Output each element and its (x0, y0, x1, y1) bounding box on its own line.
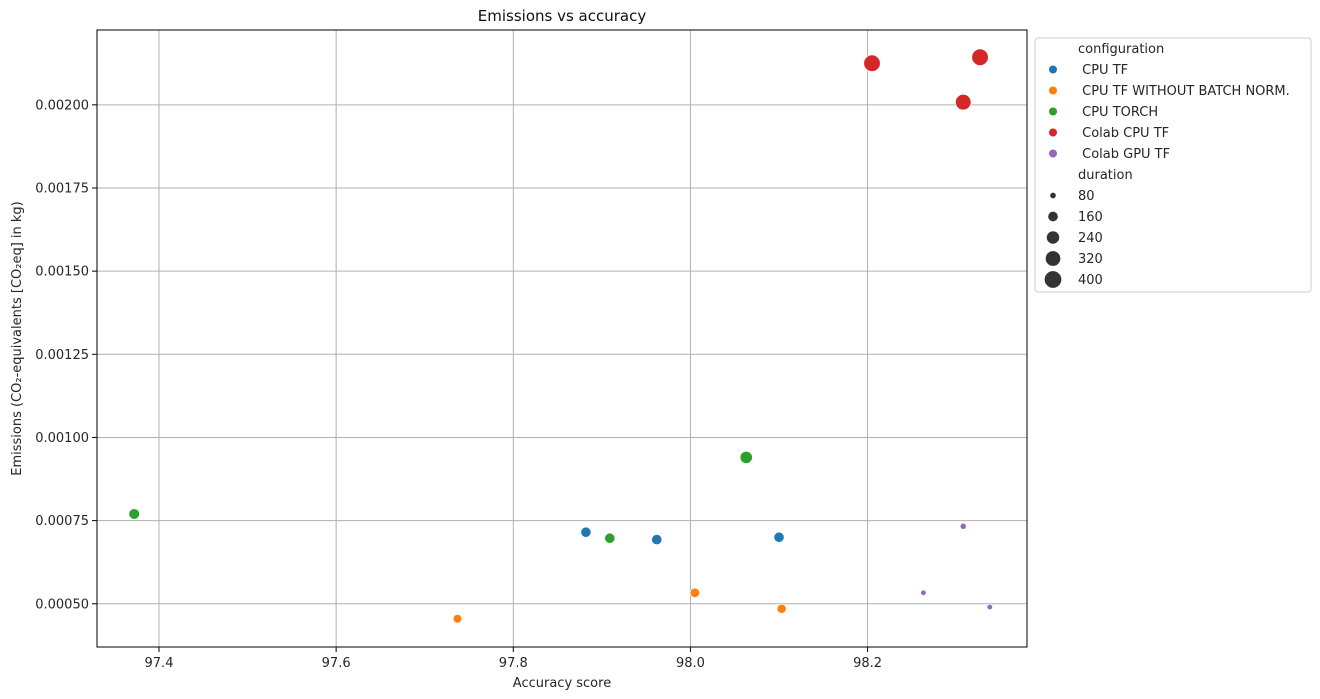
data-point (739, 450, 753, 465)
data-point (128, 508, 141, 520)
y-tick-label: 0.00100 (35, 431, 89, 446)
legend-size-entry: 400 (1078, 273, 1103, 288)
legend-entry: CPU TF WITHOUT BATCH NORM. (1078, 84, 1290, 99)
legend-frame (1034, 37, 1312, 293)
legend-hue-title: configuration (1078, 42, 1164, 57)
y-axis-ticks: 0.00050 0.00075 0.00100 0.00125 0.00150 0.001… (35, 98, 97, 612)
grid-lines (97, 30, 1027, 647)
legend-marker (1049, 107, 1057, 116)
y-tick-label: 0.00075 (35, 514, 89, 529)
data-point (971, 48, 989, 67)
data-point (604, 532, 616, 544)
data-point (959, 522, 967, 530)
x-axis-ticks: 97.4 97.6 97.8 98.0 98.2 (145, 647, 882, 671)
data-point (986, 603, 994, 611)
y-tick-label: 0.00200 (35, 98, 89, 113)
data-point (776, 603, 787, 614)
x-tick-label: 98.2 (853, 656, 882, 671)
legend-size-marker (1050, 192, 1056, 199)
legend-entry: Colab CPU TF (1078, 126, 1169, 141)
x-tick-label: 97.6 (322, 656, 351, 671)
data-point (920, 589, 927, 597)
legend-size-entry: 240 (1078, 231, 1103, 246)
y-axis-label: Emissions (CO₂-equivalents [CO₂eq] in kg… (10, 201, 25, 476)
y-tick-label: 0.00050 (35, 597, 89, 612)
data-point (580, 526, 592, 538)
data-point (863, 54, 881, 73)
legend-size-entry: 320 (1078, 252, 1103, 267)
legend-entry: CPU TORCH (1078, 105, 1158, 120)
data-point (651, 533, 663, 546)
legend-size-title: duration (1078, 168, 1133, 183)
y-tick-label: 0.00150 (35, 265, 89, 280)
legend-size-marker (1048, 211, 1058, 222)
legend-entry: Colab GPU TF (1078, 147, 1170, 162)
data-point (452, 613, 463, 624)
legend-size-marker (1046, 231, 1060, 244)
legend: configuration CPU TF CPU TF WITHOUT BATC… (1034, 37, 1312, 293)
plot-area-frame (96, 29, 1028, 648)
legend-marker (1049, 149, 1057, 158)
chart-title: Emissions vs accuracy (478, 7, 647, 25)
y-tick-label: 0.00125 (35, 348, 89, 363)
y-tick-label: 0.00175 (35, 181, 89, 196)
legend-marker (1049, 128, 1057, 137)
x-tick-label: 98.0 (676, 656, 705, 671)
legend-size-marker (1044, 271, 1062, 288)
legend-size-entry: 160 (1078, 210, 1103, 225)
legend-marker (1049, 65, 1057, 74)
legend-entry: CPU TF (1078, 63, 1128, 78)
legend-marker (1049, 86, 1057, 95)
x-axis-label: Accuracy score (513, 676, 611, 691)
data-point (689, 587, 701, 599)
legend-size-entry: 80 (1078, 189, 1095, 204)
data-point (773, 531, 785, 543)
legend-size-marker (1045, 251, 1061, 266)
data-point (954, 93, 972, 111)
x-tick-label: 97.8 (499, 656, 528, 671)
data-points (128, 48, 994, 624)
x-tick-label: 97.4 (145, 656, 174, 671)
